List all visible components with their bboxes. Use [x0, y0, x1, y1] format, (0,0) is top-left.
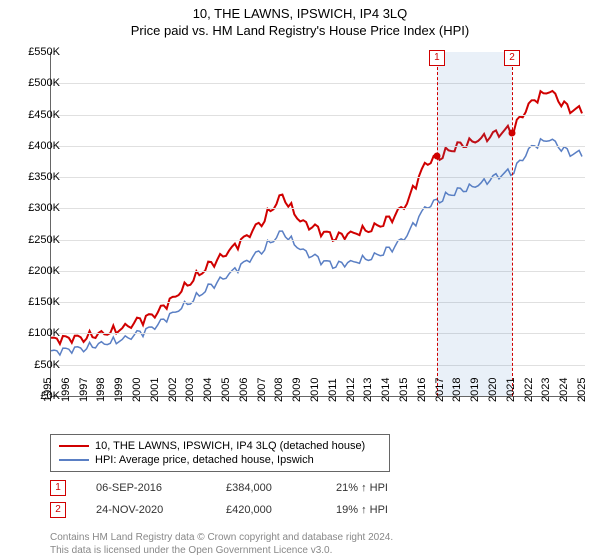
chart-plot-area: 12 — [50, 52, 585, 397]
legend-swatch — [59, 459, 89, 461]
sale-marker-line — [437, 52, 438, 396]
y-tick-label: £200K — [28, 265, 60, 277]
x-tick-label: 2010 — [309, 378, 321, 402]
y-tick-label: £350K — [28, 171, 60, 183]
y-tick-label: £150K — [28, 296, 60, 308]
sale-entry-date: 06-SEP-2016 — [96, 482, 196, 494]
legend-label: HPI: Average price, detached house, Ipsw… — [95, 454, 314, 466]
x-tick-label: 2023 — [540, 378, 552, 402]
x-tick-label: 2020 — [487, 378, 499, 402]
sale-entry-date: 24-NOV-2020 — [96, 504, 196, 516]
x-tick-label: 2013 — [362, 378, 374, 402]
sale-entry-delta: 19% ↑ HPI — [336, 504, 388, 516]
x-tick-label: 2006 — [238, 378, 250, 402]
y-tick-label: £250K — [28, 234, 60, 246]
x-tick-label: 1997 — [77, 378, 89, 402]
x-tick-label: 2017 — [433, 378, 445, 402]
x-tick-label: 2022 — [522, 378, 534, 402]
sale-entry-row: 1 06-SEP-2016 £384,000 21% ↑ HPI — [50, 480, 584, 496]
footer-credits: Contains HM Land Registry data © Crown c… — [50, 532, 393, 557]
y-tick-label: £300K — [28, 202, 60, 214]
x-tick-label: 2005 — [220, 378, 232, 402]
legend-box: 10, THE LAWNS, IPSWICH, IP4 3LQ (detache… — [50, 434, 390, 472]
legend-row: 10, THE LAWNS, IPSWICH, IP4 3LQ (detache… — [59, 439, 381, 453]
sale-marker-dot — [509, 130, 516, 137]
x-tick-label: 2024 — [558, 378, 570, 402]
x-tick-label: 2016 — [416, 378, 428, 402]
sale-marker-box: 1 — [429, 50, 445, 66]
x-tick-label: 1995 — [42, 378, 54, 402]
sale-entry-price: £384,000 — [226, 482, 306, 494]
x-tick-label: 2002 — [166, 378, 178, 402]
x-tick-label: 2011 — [327, 378, 339, 402]
x-tick-label: 2007 — [255, 378, 267, 402]
chart-subtitle: Price paid vs. HM Land Registry's House … — [0, 21, 600, 38]
sale-marker-line — [512, 52, 513, 396]
chart-container: 10, THE LAWNS, IPSWICH, IP4 3LQ Price pa… — [0, 0, 600, 560]
legend-swatch — [59, 445, 89, 447]
x-tick-label: 1996 — [60, 378, 72, 402]
sale-entry-marker: 1 — [50, 480, 66, 496]
sale-entry-delta: 21% ↑ HPI — [336, 482, 388, 494]
legend-row: HPI: Average price, detached house, Ipsw… — [59, 453, 381, 467]
y-tick-label: £550K — [28, 46, 60, 58]
x-tick-label: 2004 — [202, 378, 214, 402]
y-tick-label: £500K — [28, 77, 60, 89]
x-tick-label: 1999 — [113, 378, 125, 402]
x-tick-label: 2008 — [273, 378, 285, 402]
sale-entry-price: £420,000 — [226, 504, 306, 516]
legend-label: 10, THE LAWNS, IPSWICH, IP4 3LQ (detache… — [95, 440, 365, 452]
y-tick-label: £50K — [34, 359, 60, 371]
x-tick-label: 2015 — [398, 378, 410, 402]
y-tick-label: £450K — [28, 109, 60, 121]
sale-marker-dot — [433, 152, 440, 159]
y-tick-label: £100K — [28, 327, 60, 339]
x-tick-label: 2001 — [149, 378, 161, 402]
x-tick-label: 2025 — [576, 378, 588, 402]
x-tick-label: 2003 — [184, 378, 196, 402]
footer-line-1: Contains HM Land Registry data © Crown c… — [50, 532, 393, 545]
sale-period-band — [437, 52, 512, 396]
chart-title: 10, THE LAWNS, IPSWICH, IP4 3LQ — [0, 0, 600, 21]
sale-marker-box: 2 — [504, 50, 520, 66]
x-tick-label: 2014 — [380, 378, 392, 402]
footer-line-2: This data is licensed under the Open Gov… — [50, 545, 393, 558]
x-tick-label: 2012 — [344, 378, 356, 402]
sale-entry-marker: 2 — [50, 502, 66, 518]
x-tick-label: 2019 — [469, 378, 481, 402]
y-tick-label: £400K — [28, 140, 60, 152]
sale-entry-row: 2 24-NOV-2020 £420,000 19% ↑ HPI — [50, 502, 584, 518]
x-tick-label: 2018 — [451, 378, 463, 402]
x-tick-label: 2009 — [291, 378, 303, 402]
x-tick-label: 2000 — [131, 378, 143, 402]
x-tick-label: 1998 — [95, 378, 107, 402]
x-tick-label: 2021 — [505, 378, 517, 402]
